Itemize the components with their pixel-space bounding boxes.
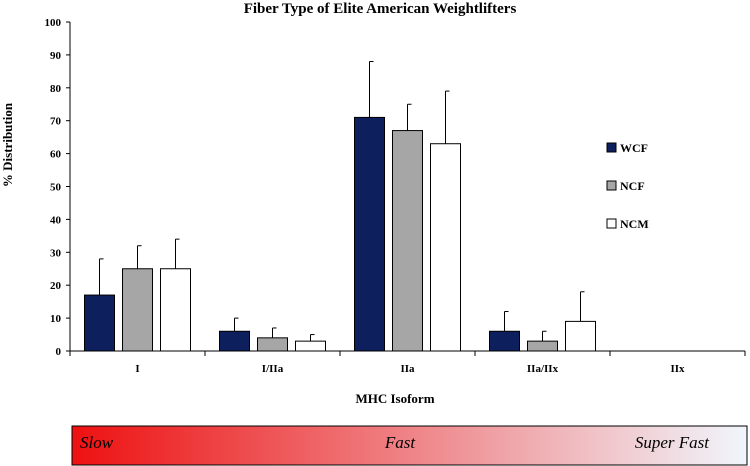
y-tick-label: 40 bbox=[50, 214, 62, 226]
x-tick-label: IIx bbox=[670, 363, 685, 375]
speed-gradient-bar bbox=[71, 425, 748, 466]
bar-ncm bbox=[565, 320, 596, 352]
bar-wcf bbox=[354, 116, 385, 352]
y-tick-label: 70 bbox=[50, 116, 62, 128]
x-axis-ticks: I I/IIa IIa IIa/IIx IIx bbox=[69, 351, 746, 375]
legend-label-ncm: NCM bbox=[620, 217, 649, 231]
speed-label-super-fast: Super Fast bbox=[635, 433, 710, 452]
y-tick-label: 20 bbox=[50, 280, 62, 292]
legend-swatch-wcf bbox=[606, 142, 617, 153]
bar-ncf bbox=[122, 268, 153, 352]
y-tick-label: 10 bbox=[50, 313, 62, 325]
speed-label-fast: Fast bbox=[384, 433, 417, 452]
bar-ncf bbox=[392, 130, 423, 352]
y-tick-label: 30 bbox=[50, 247, 62, 259]
y-tick-label: 80 bbox=[50, 83, 62, 95]
chart-title: Fiber Type of Elite American Weightlifte… bbox=[244, 1, 517, 17]
legend-swatch-ncm bbox=[606, 218, 617, 229]
x-tick-label: I/IIa bbox=[262, 363, 284, 375]
bar-wcf bbox=[219, 330, 250, 352]
y-axis-ticks: 0 10 20 30 40 50 60 70 80 90 100 bbox=[45, 17, 70, 358]
legend: WCF NCF NCM bbox=[606, 141, 649, 231]
y-tick-label: 60 bbox=[50, 149, 62, 161]
y-axis-label: % Distribution bbox=[0, 102, 15, 187]
bar-ncm bbox=[160, 268, 191, 352]
x-tick-label: IIa/IIx bbox=[527, 363, 559, 375]
legend-label-ncf: NCF bbox=[620, 179, 645, 193]
legend-label-wcf: WCF bbox=[620, 141, 648, 155]
y-tick-label: 90 bbox=[50, 50, 62, 62]
bar-ncm bbox=[430, 143, 461, 352]
bar-ncf bbox=[527, 340, 558, 352]
bar-ncf bbox=[257, 337, 288, 352]
bar-ncm bbox=[295, 340, 326, 352]
legend-swatch-ncf bbox=[606, 180, 617, 191]
y-tick-label: 0 bbox=[56, 346, 62, 358]
y-tick-label: 50 bbox=[50, 182, 62, 194]
y-tick-label: 100 bbox=[45, 17, 62, 29]
bar-wcf bbox=[84, 294, 115, 352]
x-tick-label: IIa bbox=[400, 363, 415, 375]
bar-series bbox=[84, 60, 596, 352]
bar-wcf bbox=[489, 330, 520, 352]
x-tick-label: I bbox=[135, 363, 139, 375]
speed-label-slow: Slow bbox=[80, 433, 114, 452]
x-axis-label: MHC Isoform bbox=[355, 391, 434, 406]
